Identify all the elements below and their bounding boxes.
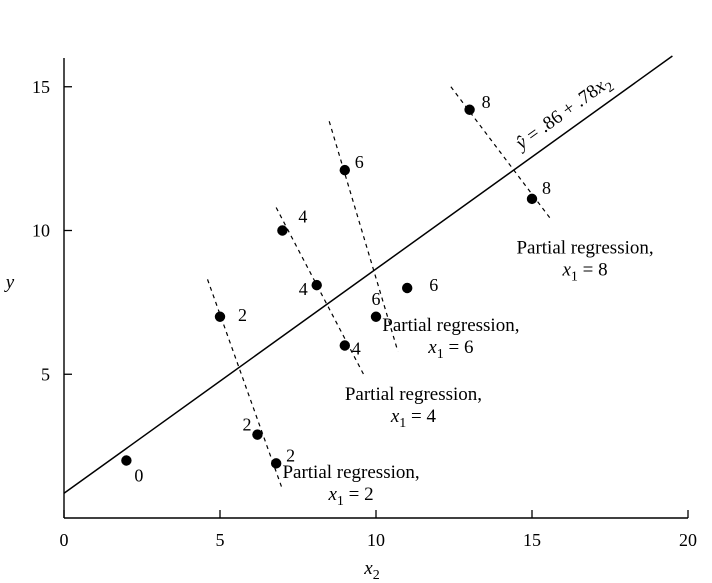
partial-regression-line-x1-4 [275,207,365,375]
x-tick-label-4: 20 [679,530,697,550]
partial-regression-eq-8: x1 = 8 [561,260,607,285]
x-tick-label-3: 15 [523,530,541,550]
data-point-1 [214,311,226,322]
partial-regression-line-x1-2 [206,279,283,490]
data-point-6 [339,340,350,351]
partial-regression-title-2: Partial regression, [282,462,419,483]
data-point-4 [277,225,288,236]
data-point-label-11: 8 [542,178,551,198]
data-point-label-7: 6 [355,152,364,172]
data-point-2 [252,429,263,440]
x-tick-label-2: 10 [367,530,385,550]
data-points: 0 2 2 2 4 4 4 6 6 6 8 8 [121,92,551,486]
data-point-label-8: 6 [372,289,381,309]
data-point-label-5: 4 [299,279,308,299]
partial-regression-title-4: Partial regression, [345,384,482,405]
partial-regression-title-6: Partial regression, [382,315,519,336]
data-point-3 [270,458,282,469]
x-axis-title-sub: 2 [373,568,380,583]
data-point-10 [464,104,475,115]
x-axis-title-var: x [363,558,373,579]
partial-regression-eq-4: x1 = 4 [390,406,437,431]
partial-regression-eq-2: x1 = 2 [327,484,373,509]
data-point-label-9: 6 [429,275,438,295]
regression-equation: ŷ = .86 + .78x2 [510,72,617,159]
data-point-9 [402,282,413,294]
data-point-5 [311,279,322,291]
y-tick-label-1: 10 [32,221,50,241]
x-axis-title: x2 [363,558,379,583]
data-point-label-3: 2 [286,445,295,465]
y-tick-label-2: 15 [32,77,50,97]
overall-regression-line [63,55,673,494]
data-point-label-4: 4 [298,207,307,227]
partial-regression-line-x1-6 [328,121,399,352]
x-tick-label-1: 5 [216,530,225,550]
data-point-label-10: 8 [482,92,491,112]
y-tick-label-0: 5 [41,364,50,384]
data-point-label-0: 0 [134,466,143,486]
data-point-0 [121,455,132,466]
partial-regression-eq-6: x1 = 6 [427,337,473,362]
data-point-11 [526,193,538,205]
data-point-label-2: 2 [242,415,251,435]
x-tick-label-0: 0 [60,530,69,550]
y-axis-title: y [4,272,15,293]
data-point-label-1: 2 [238,305,247,325]
data-point-7 [339,164,350,176]
data-point-label-6: 4 [352,339,361,359]
data-point-8 [370,311,382,322]
partial-regression-title-8: Partial regression, [516,238,653,259]
